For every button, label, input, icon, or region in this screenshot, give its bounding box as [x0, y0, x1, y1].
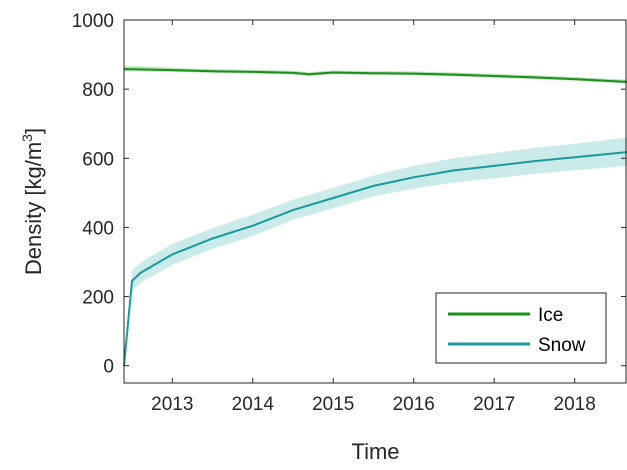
y-tick-label: 1000: [72, 11, 114, 32]
x-tick-label: 2015: [312, 394, 354, 415]
line-ice: [123, 68, 627, 83]
legend-box: [435, 292, 607, 364]
y-axis-label-superscript: 3: [19, 134, 35, 142]
x-tick-label: 2018: [554, 394, 596, 415]
x-axis-ticks: 2013 2014 2015 2016 2017 2018: [151, 20, 596, 415]
y-axis-label-main: Density [kg/m: [21, 142, 46, 275]
plot-area-frame: [123, 19, 627, 384]
line-snow: [123, 151, 627, 366]
x-tick-label: 2016: [393, 394, 435, 415]
x-tick-label: 2017: [473, 394, 515, 415]
x-axis-label: Time: [351, 439, 399, 464]
legend-label-ice: Ice: [538, 305, 563, 326]
x-tick-label: 2014: [232, 394, 275, 415]
legend-label-snow: Snow: [538, 335, 586, 356]
uncertainty-bands: [124, 66, 627, 366]
y-tick-label: 400: [82, 218, 114, 239]
legend: Ice Snow: [435, 292, 607, 364]
y-tick-label: 800: [82, 80, 114, 101]
y-axis-ticks: 0 200 400 600 800 1000: [72, 11, 626, 378]
band-ice: [124, 66, 627, 84]
series-lines: [123, 68, 627, 366]
y-tick-label: 200: [82, 288, 114, 309]
y-axis-label-end: ]: [21, 128, 46, 134]
y-tick-label: 0: [103, 357, 114, 378]
y-tick-label: 600: [82, 149, 114, 170]
x-tick-label: 2013: [151, 394, 193, 415]
band-snow: [124, 137, 627, 366]
y-axis-label: Density [kg/m3]: [19, 128, 46, 275]
